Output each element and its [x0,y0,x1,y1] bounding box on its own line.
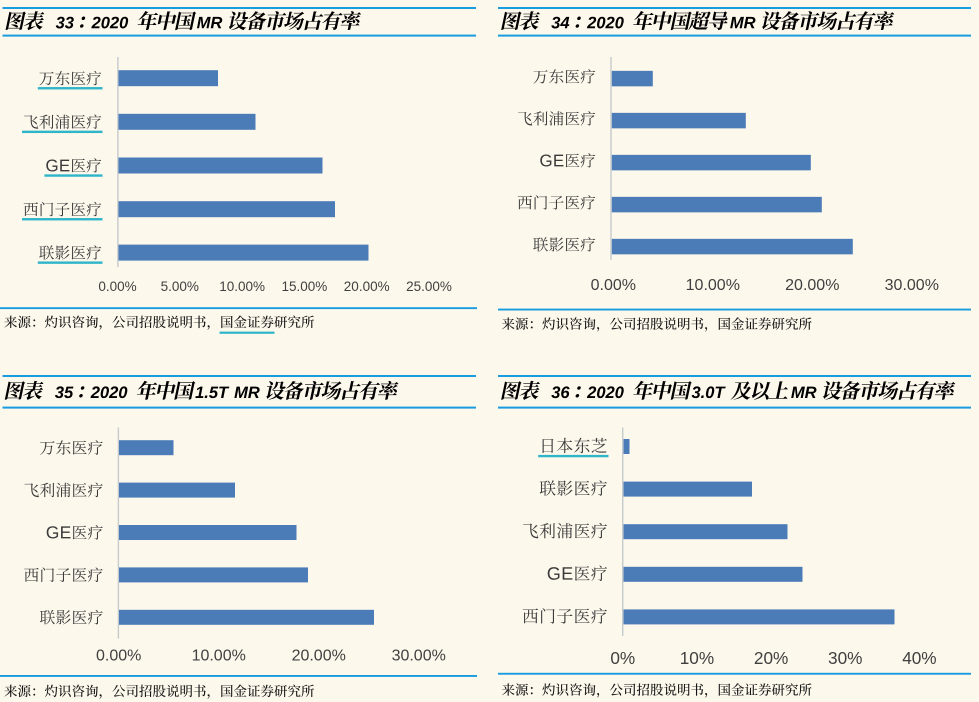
svg-text:30.00%: 30.00% [392,648,446,665]
svg-text:15.00%: 15.00% [282,279,328,294]
svg-text:10.00%: 10.00% [686,277,740,294]
svg-text:20.00%: 20.00% [785,277,839,294]
svg-text:10.00%: 10.00% [219,279,265,294]
svg-text:0.00%: 0.00% [98,279,136,294]
svg-text:20.00%: 20.00% [292,648,346,665]
svg-text:20%: 20% [754,648,788,668]
svg-text:40%: 40% [902,648,936,668]
svg-text:0.00%: 0.00% [591,277,636,294]
svg-text:30.00%: 30.00% [885,277,939,294]
svg-text:0%: 0% [610,648,635,668]
svg-text:10.00%: 10.00% [192,648,246,665]
svg-text:0.00%: 0.00% [96,648,141,665]
svg-text:25.00%: 25.00% [406,279,452,294]
svg-text:20.00%: 20.00% [344,279,390,294]
svg-text:5.00%: 5.00% [161,279,199,294]
svg-text:30%: 30% [828,648,862,668]
svg-text:10%: 10% [680,648,714,668]
